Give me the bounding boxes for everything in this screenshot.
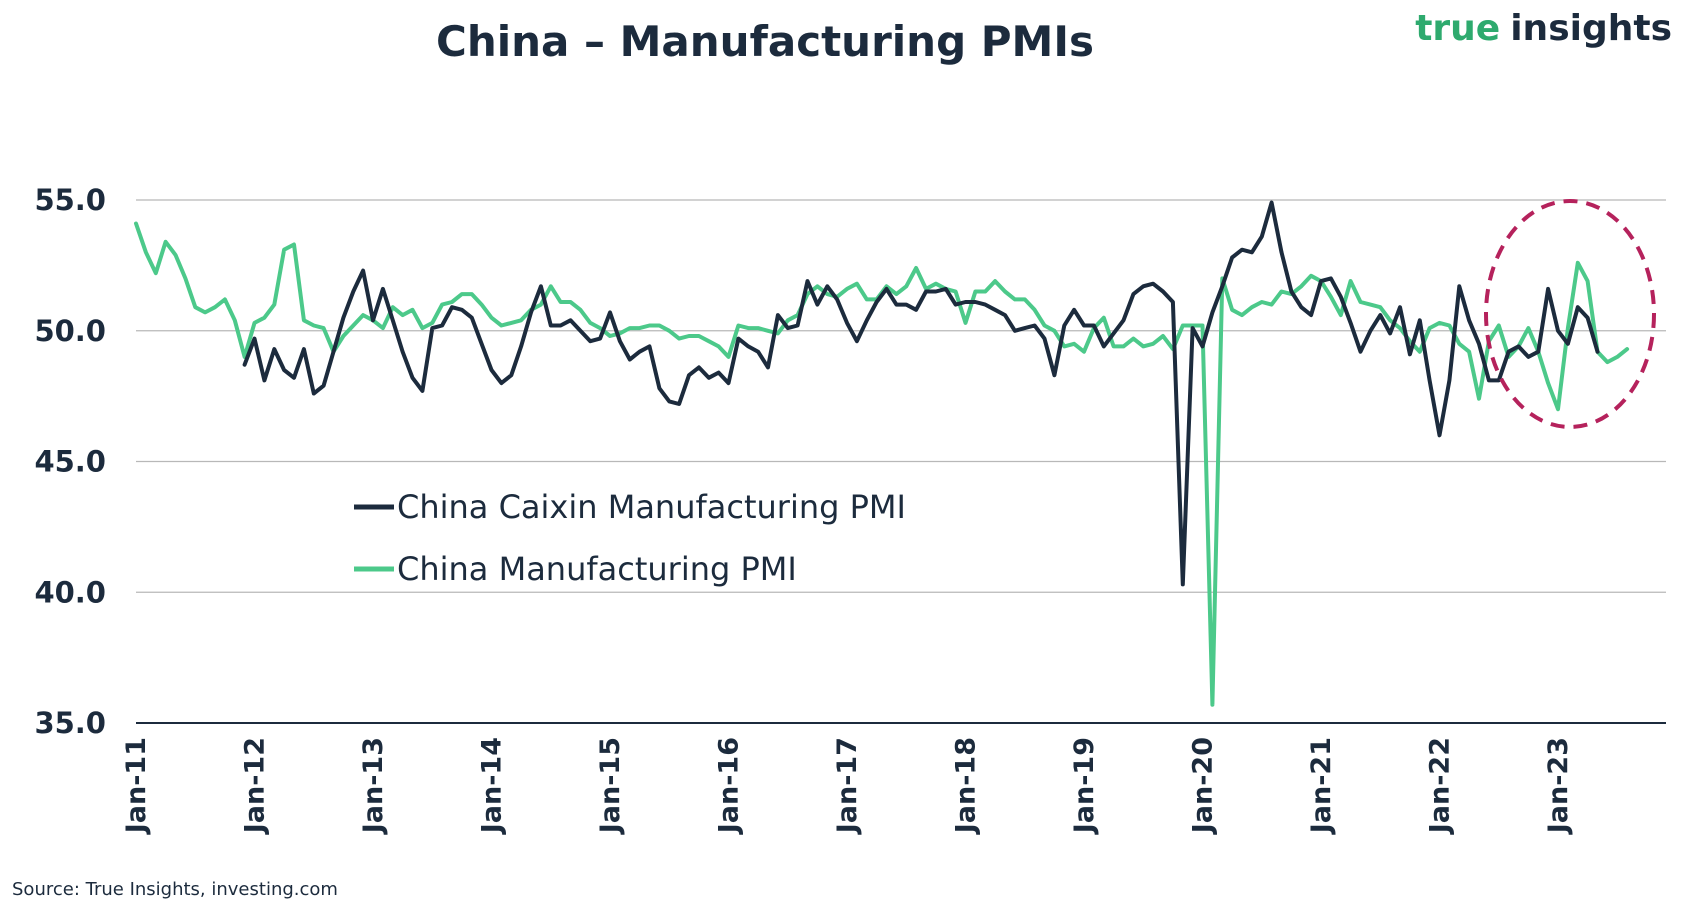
x-tick-label: Jan-23	[1543, 737, 1574, 835]
y-tick-label: 55.0	[34, 183, 106, 217]
legend-label: China Manufacturing PMI	[397, 550, 797, 588]
brand-logo-insights: insights	[1510, 8, 1672, 49]
x-tick-label: Jan-19	[1069, 737, 1100, 835]
gridlines	[136, 199, 1666, 724]
x-axis-ticks: Jan-11 Jan-12 Jan-13 Jan-14 Jan-15 Jan-16 Jan-…	[121, 737, 1574, 835]
x-tick-label: Jan-22	[1425, 737, 1456, 835]
x-tick-label: Jan-20	[1188, 737, 1219, 835]
y-tick-label: 50.0	[34, 314, 106, 348]
legend: China Caixin Manufacturing PMI China Manu…	[354, 488, 906, 588]
x-tick-label: Jan-12	[240, 737, 271, 835]
highlight-ellipse	[1484, 199, 1656, 429]
series-lines	[134, 200, 1630, 707]
x-tick-label: Jan-21	[1306, 737, 1337, 835]
x-tick-label: Jan-15	[595, 737, 626, 835]
series-line-caixin	[242, 200, 1600, 587]
x-tick-label: Jan-18	[951, 737, 982, 835]
brand-logo-true: true	[1415, 8, 1500, 49]
x-tick-label: Jan-17	[832, 737, 863, 835]
y-tick-label: 45.0	[34, 445, 106, 479]
y-tick-label: 35.0	[34, 706, 106, 740]
x-tick-label: Jan-14	[477, 737, 508, 835]
x-tick-label: Jan-13	[358, 737, 389, 835]
legend-label: China Caixin Manufacturing PMI	[397, 488, 906, 526]
brand-logo: true insights	[1415, 8, 1672, 49]
x-tick-label: Jan-11	[121, 737, 152, 835]
chart-title: China – Manufacturing PMIs	[436, 17, 1094, 66]
source-note: Source: True Insights, investing.com	[12, 879, 338, 900]
y-tick-label: 40.0	[34, 575, 106, 609]
x-tick-label: Jan-16	[714, 737, 745, 835]
y-axis-ticks: 55.0 50.0 45.0 40.0 35.0	[34, 183, 106, 740]
